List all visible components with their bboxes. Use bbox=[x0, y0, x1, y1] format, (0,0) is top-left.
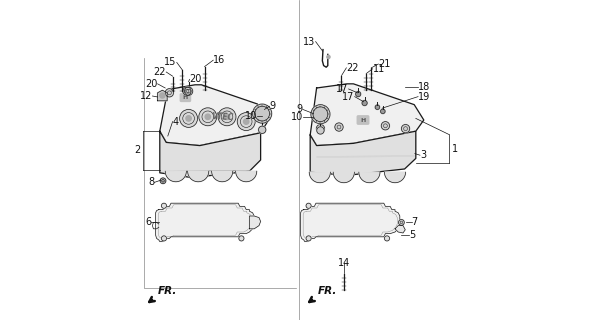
Polygon shape bbox=[160, 131, 261, 178]
Circle shape bbox=[316, 124, 325, 133]
Circle shape bbox=[306, 236, 311, 241]
Circle shape bbox=[199, 108, 216, 126]
Circle shape bbox=[327, 55, 330, 59]
Text: 16: 16 bbox=[213, 55, 225, 65]
Circle shape bbox=[165, 89, 173, 97]
Text: FR.: FR. bbox=[318, 286, 337, 296]
Text: H: H bbox=[183, 95, 188, 100]
Polygon shape bbox=[309, 172, 330, 183]
Circle shape bbox=[356, 92, 361, 97]
Circle shape bbox=[237, 113, 255, 131]
Circle shape bbox=[258, 126, 266, 133]
Text: 1: 1 bbox=[452, 144, 458, 154]
Circle shape bbox=[243, 119, 249, 124]
Circle shape bbox=[362, 100, 367, 106]
Text: 18: 18 bbox=[418, 82, 431, 92]
Circle shape bbox=[218, 108, 236, 126]
Text: 19: 19 bbox=[418, 92, 431, 102]
Circle shape bbox=[184, 87, 193, 95]
Text: 10: 10 bbox=[291, 112, 303, 122]
Text: 6: 6 bbox=[145, 217, 151, 228]
Polygon shape bbox=[310, 84, 424, 146]
Text: 2: 2 bbox=[135, 145, 141, 156]
Polygon shape bbox=[236, 171, 257, 182]
Circle shape bbox=[161, 236, 166, 241]
Polygon shape bbox=[160, 85, 269, 146]
Polygon shape bbox=[157, 90, 167, 101]
Circle shape bbox=[380, 109, 385, 114]
Circle shape bbox=[382, 122, 389, 130]
FancyBboxPatch shape bbox=[357, 116, 369, 124]
Text: 17: 17 bbox=[342, 92, 355, 102]
Polygon shape bbox=[333, 172, 355, 183]
Text: 20: 20 bbox=[190, 74, 202, 84]
Circle shape bbox=[317, 127, 324, 134]
Text: 11: 11 bbox=[373, 64, 385, 74]
Circle shape bbox=[239, 236, 244, 241]
Polygon shape bbox=[212, 171, 233, 182]
Polygon shape bbox=[301, 203, 400, 242]
Circle shape bbox=[183, 87, 191, 95]
Text: 22: 22 bbox=[346, 63, 359, 73]
FancyBboxPatch shape bbox=[180, 94, 191, 101]
Text: 9: 9 bbox=[270, 101, 276, 111]
Text: FR.: FR. bbox=[157, 286, 177, 296]
Text: H: H bbox=[361, 117, 365, 123]
Polygon shape bbox=[249, 216, 261, 229]
Polygon shape bbox=[165, 171, 187, 182]
Text: 15: 15 bbox=[164, 57, 177, 68]
Text: 7: 7 bbox=[411, 217, 418, 227]
Circle shape bbox=[252, 104, 271, 123]
Circle shape bbox=[255, 106, 270, 121]
Polygon shape bbox=[359, 172, 380, 183]
Polygon shape bbox=[385, 172, 405, 183]
Text: 20: 20 bbox=[145, 79, 157, 89]
Circle shape bbox=[313, 107, 328, 122]
Circle shape bbox=[161, 203, 166, 208]
Circle shape bbox=[375, 105, 380, 109]
Text: 4: 4 bbox=[173, 116, 179, 127]
Polygon shape bbox=[395, 226, 405, 233]
Circle shape bbox=[160, 178, 166, 184]
Text: 12: 12 bbox=[140, 91, 152, 101]
Polygon shape bbox=[310, 131, 416, 175]
Circle shape bbox=[401, 124, 410, 133]
Circle shape bbox=[186, 116, 191, 121]
Text: VTEC: VTEC bbox=[211, 112, 233, 122]
Circle shape bbox=[160, 93, 165, 98]
Polygon shape bbox=[155, 203, 254, 242]
Circle shape bbox=[306, 203, 311, 208]
Text: 3: 3 bbox=[420, 150, 426, 160]
Circle shape bbox=[385, 236, 389, 241]
Text: 10: 10 bbox=[245, 111, 257, 121]
Circle shape bbox=[311, 105, 330, 124]
Text: 14: 14 bbox=[338, 258, 350, 268]
Text: 17: 17 bbox=[336, 84, 349, 94]
Circle shape bbox=[398, 220, 404, 225]
Circle shape bbox=[205, 114, 210, 119]
Text: 22: 22 bbox=[154, 67, 166, 77]
Text: 13: 13 bbox=[303, 36, 316, 47]
Text: 9: 9 bbox=[297, 104, 303, 115]
Polygon shape bbox=[188, 171, 209, 182]
Text: 21: 21 bbox=[379, 59, 390, 69]
Circle shape bbox=[179, 109, 197, 127]
Text: 5: 5 bbox=[410, 230, 416, 240]
Text: 8: 8 bbox=[148, 177, 154, 188]
Circle shape bbox=[335, 123, 343, 131]
Circle shape bbox=[224, 114, 230, 119]
